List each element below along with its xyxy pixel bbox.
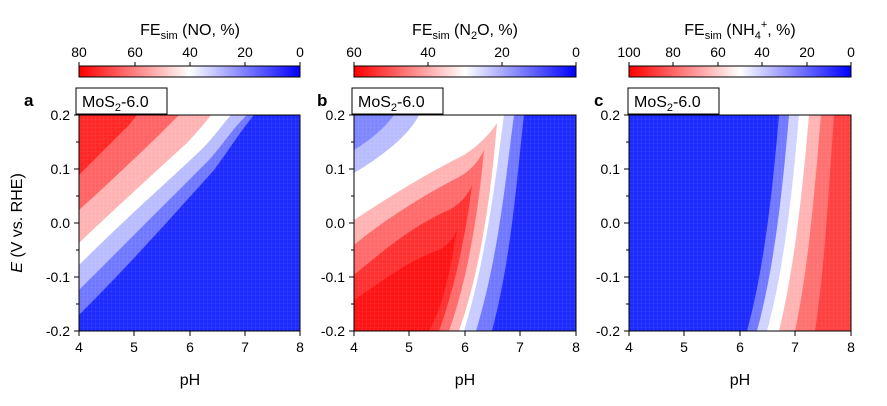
- x-tick-label: 6: [186, 339, 194, 355]
- colorbar-tick-label: 0: [296, 44, 304, 60]
- heatmap-c: [629, 115, 851, 331]
- colorbar-tick-label: 20: [799, 44, 815, 60]
- colorbar-tick-label: 0: [847, 44, 855, 60]
- x-tick-label: 8: [847, 339, 855, 355]
- y-tick-label: -0.2: [596, 323, 620, 339]
- panel-b: FEsim (N2O, %) 60 40 20 0 b: [317, 22, 580, 389]
- y-tick-label: 0.2: [326, 107, 346, 123]
- colorbar-tick-label: 40: [182, 44, 198, 60]
- y-tick-label: -0.2: [321, 323, 345, 339]
- sample-label-a: MoS2-6.0: [82, 94, 149, 114]
- colorbar-a: [78, 65, 301, 78]
- x-axis-c: [628, 331, 852, 336]
- colorbar-a-ticks: [78, 62, 301, 66]
- sample-label-b: MoS2-6.0: [358, 94, 425, 114]
- y-axis-c: [624, 114, 629, 332]
- x-tick-label: 7: [241, 339, 249, 355]
- panel-a: FEsim (NO, %) 80 60 40 20 0 a: [9, 22, 304, 389]
- y-tick-label: 0.1: [601, 161, 621, 177]
- panel-letter-a: a: [24, 91, 34, 110]
- y-axis-label: E (V vs. RHE): [9, 173, 26, 273]
- x-axis-label-a: pH: [180, 372, 200, 389]
- y-tick-label: 0.0: [326, 215, 346, 231]
- y-tick-label: 0.2: [601, 107, 621, 123]
- y-tick-label: 0.1: [326, 161, 346, 177]
- colorbar-tick-label: 20: [237, 44, 253, 60]
- x-tick-label: 6: [736, 339, 744, 355]
- y-tick-label: -0.1: [321, 269, 345, 285]
- colorbar-tick-label: 60: [346, 44, 362, 60]
- y-tick-label: -0.2: [46, 323, 70, 339]
- y-axis-a: [74, 114, 79, 332]
- y-tick-labels-a: 0.2 0.1 0.0 -0.1 -0.2: [46, 107, 70, 339]
- panel-letter-b: b: [317, 91, 327, 110]
- y-tick-label: -0.1: [596, 269, 620, 285]
- colorbar-tick-label: 20: [494, 44, 510, 60]
- colorbar-c: [628, 65, 852, 78]
- x-tick-label: 7: [791, 339, 799, 355]
- colorbar-tick-label: 60: [127, 44, 143, 60]
- sample-label-c: MoS2-6.0: [634, 94, 701, 114]
- x-tick-label: 8: [572, 339, 580, 355]
- x-axis-b: [353, 331, 577, 336]
- panel-c: FEsim (NH4+, %) 100 80 60 40 20 0 c: [594, 19, 855, 389]
- heatmap-a: [79, 115, 300, 331]
- y-tick-label: 0.2: [51, 107, 71, 123]
- x-tick-label: 5: [405, 339, 413, 355]
- colorbar-tick-label: 100: [617, 44, 641, 60]
- x-tick-label: 5: [680, 339, 688, 355]
- x-tick-label: 7: [516, 339, 524, 355]
- x-tick-label: 4: [350, 339, 358, 355]
- colorbar-b-tick-labels: 60 40 20 0: [346, 44, 580, 60]
- heatmap-b: [354, 115, 576, 331]
- colorbar-c-tick-labels: 100 80 60 40 20 0: [617, 44, 855, 60]
- colorbar-tick-label: 60: [710, 44, 726, 60]
- sample-label-box-c: [627, 87, 720, 115]
- colorbar-tick-label: 80: [665, 44, 681, 60]
- x-tick-labels-c: 4 5 6 7 8: [625, 339, 855, 355]
- x-tick-label: 5: [130, 339, 138, 355]
- y-tick-label: 0.0: [601, 215, 621, 231]
- x-tick-labels-b: 4 5 6 7 8: [350, 339, 580, 355]
- colorbar-tick-label: 40: [420, 44, 436, 60]
- x-axis-label-c: pH: [730, 372, 750, 389]
- colorbar-b: [353, 65, 577, 78]
- colorbar-c-title: FEsim (NH4+, %): [684, 19, 795, 42]
- x-tick-label: 4: [625, 339, 633, 355]
- y-tick-label: -0.1: [46, 269, 70, 285]
- colorbar-c-ticks: [628, 62, 852, 66]
- x-axis-a: [78, 331, 301, 336]
- x-tick-label: 6: [461, 339, 469, 355]
- colorbar-tick-label: 40: [754, 44, 770, 60]
- colorbar-tick-label: 80: [71, 44, 87, 60]
- y-axis-b: [349, 114, 354, 332]
- x-axis-label-b: pH: [455, 372, 475, 389]
- y-tick-labels-b: 0.2 0.1 0.0 -0.1 -0.2: [321, 107, 345, 339]
- y-tick-labels-c: 0.2 0.1 0.0 -0.1 -0.2: [596, 107, 620, 339]
- y-tick-label: 0.0: [51, 215, 71, 231]
- panel-letter-c: c: [594, 91, 603, 110]
- sample-label-box-b: [351, 87, 444, 115]
- colorbar-a-tick-labels: 80 60 40 20 0: [71, 44, 304, 60]
- colorbar-b-ticks: [353, 62, 577, 66]
- x-tick-label: 8: [296, 339, 304, 355]
- colorbar-tick-label: 0: [572, 44, 580, 60]
- colorbar-b-title: FEsim (N2O, %): [412, 22, 518, 42]
- colorbar-a-title: FEsim (NO, %): [140, 22, 240, 42]
- sample-label-box-a: [75, 87, 168, 115]
- y-tick-label: 0.1: [51, 161, 71, 177]
- x-tick-labels-a: 4 5 6 7 8: [75, 339, 304, 355]
- x-tick-label: 4: [75, 339, 83, 355]
